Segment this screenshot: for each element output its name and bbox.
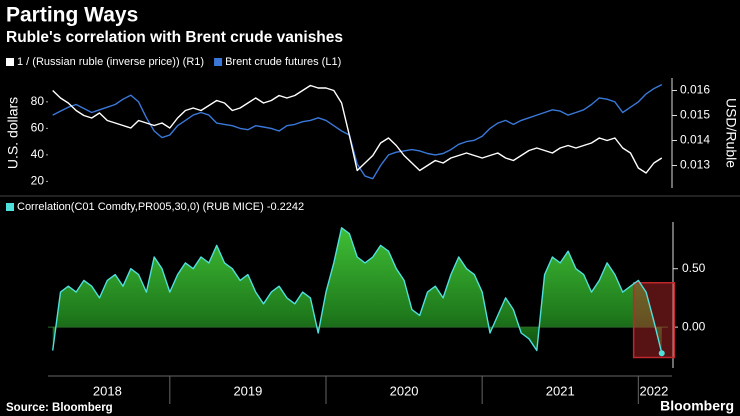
title: Parting Ways [6,4,138,27]
y-tick-label: 40 [31,147,45,161]
brand: Bloomberg [660,398,734,414]
y-tick-label: 80 [31,94,45,108]
y2-tick-label: 0.016 [680,83,710,97]
subtitle: Ruble's correlation with Brent crude van… [6,29,343,46]
y-axis-label: U.S. dollars [5,97,21,169]
x-tick-label: 2020 [390,383,419,398]
y2-tick-label: 0.014 [680,133,710,147]
x-tick-label: 2018 [93,383,122,398]
line-series [52,84,663,174]
source: Source: Bloomberg [6,402,113,414]
legend-label: 1 / (Russian ruble (inverse price)) (R1) [17,56,204,68]
y-tick-label: 0.00 [682,319,706,333]
end-point [658,350,665,357]
legend-label: Correlation(C01 Comdty,PR005,30,0) (RUB … [17,201,304,213]
legend-label: Brent crude futures (L1) [225,56,341,68]
y-tick-label: 20 [31,174,45,188]
x-tick-label: 2021 [546,383,575,398]
legend-swatch [6,58,14,66]
y2-tick-label: 0.013 [680,158,710,172]
y2-tick-label: 0.015 [680,108,710,122]
y-tick-label: 0.50 [682,261,706,275]
legend-swatch [6,203,14,211]
x-tick-label: 2022 [639,383,668,398]
legend-swatch [214,58,223,66]
area-line [52,227,663,354]
x-tick-label: 2019 [233,383,262,398]
y2-axis-label: USD/Ruble [723,98,739,168]
y-tick-label: 60 [31,121,45,135]
area-fill [52,227,662,354]
line-series [52,83,663,180]
